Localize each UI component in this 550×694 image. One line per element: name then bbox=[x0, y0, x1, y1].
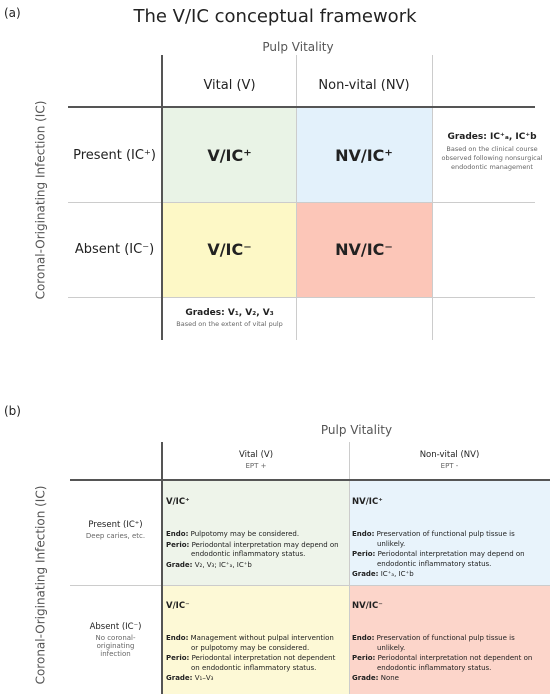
item-label: Perio: bbox=[166, 654, 190, 663]
column-header: Vital (V) bbox=[203, 77, 256, 93]
cell-title: NV/IC⁻ bbox=[352, 601, 383, 611]
cell-item: Grade: V₂, V₃; IC⁺ₐ, IC⁺b bbox=[166, 561, 343, 570]
cell-item: Grade: IC⁺ₐ, IC⁺b bbox=[352, 570, 544, 579]
note-title: Grades: V₁, V₂, V₃ bbox=[185, 308, 274, 318]
grid-line bbox=[432, 55, 433, 340]
column-header: Non-vital (NV) bbox=[318, 77, 410, 93]
cell-label: V/IC⁻ bbox=[207, 239, 252, 259]
axis-line bbox=[161, 55, 163, 340]
row-group-header: Coronal-Originating Infection (IC) bbox=[33, 485, 48, 685]
item-label: Endo: bbox=[352, 530, 375, 539]
cell: V/IC⁻ Endo: Management without pulpal int… bbox=[163, 589, 349, 689]
axis-line bbox=[70, 479, 550, 481]
item-label: Perio: bbox=[166, 540, 190, 549]
column-header: Non-vital (NV) EPT - bbox=[349, 450, 550, 470]
cell-item: Perio: Periodontal interpretation not de… bbox=[352, 654, 544, 673]
note-text: Based on the clinical course observed fo… bbox=[441, 145, 543, 172]
cell-item: Grade: V₁–V₃ bbox=[166, 674, 343, 683]
cell-item: Endo: Preservation of functional pulp ti… bbox=[352, 530, 544, 549]
cell-label: V/IC⁺ bbox=[207, 145, 252, 165]
item-label: Perio: bbox=[352, 654, 376, 663]
column-title: Non-vital (NV) bbox=[419, 450, 480, 460]
cell-item: Grade: None bbox=[352, 674, 544, 683]
cell-title: V/IC⁻ bbox=[166, 601, 190, 611]
cell-title: NV/IC⁺ bbox=[352, 497, 383, 507]
item-text: Periodontal interpretation not dependent… bbox=[377, 654, 533, 672]
column-title: Vital (V) bbox=[238, 450, 274, 460]
cell: NV/IC⁻ Endo: Preservation of functional p… bbox=[349, 589, 550, 689]
item-label: Perio: bbox=[352, 550, 376, 559]
item-text: V₁–V₃ bbox=[194, 674, 214, 683]
cell-bg bbox=[163, 481, 349, 585]
item-text: Pulpotomy may be considered. bbox=[190, 530, 300, 539]
grid-line bbox=[349, 442, 350, 694]
cell-item: Perio: Periodontal interpretation may de… bbox=[166, 541, 343, 560]
row-sub: No coronal-originating infection bbox=[95, 634, 136, 658]
item-text: Periodontal interpretation may depend on… bbox=[191, 540, 339, 559]
figure-title: The V/IC conceptual framework bbox=[133, 5, 417, 27]
item-text: Preservation of functional pulp tissue i… bbox=[376, 634, 515, 652]
row-group-header: Coronal-Originating Infection (IC) bbox=[33, 100, 48, 300]
cell-label: NV/IC⁻ bbox=[335, 239, 393, 259]
item-label: Endo: bbox=[166, 634, 189, 643]
cell-item: Endo: Management without pulpal interven… bbox=[166, 634, 343, 653]
item-text: IC⁺ₐ, IC⁺b bbox=[380, 570, 414, 579]
cell-item: Perio: Periodontal interpretation not de… bbox=[166, 654, 343, 673]
row-group-wrap: Coronal-Originating Infection (IC) bbox=[0, 101, 80, 300]
item-text: Preservation of functional pulp tissue i… bbox=[376, 530, 515, 548]
note-text: Based on the extent of vital pulp bbox=[176, 320, 283, 328]
cell: V/IC⁺ Endo: Pulpotomy may be considered. P… bbox=[163, 485, 349, 575]
grid-line bbox=[68, 202, 535, 203]
column-group-header: Pulp Vitality bbox=[262, 40, 334, 54]
panel-label: (a) bbox=[4, 6, 21, 20]
item-label: Grade: bbox=[352, 674, 379, 683]
column-header: Vital (V) EPT + bbox=[163, 450, 349, 470]
note-title: Grades: IC⁺ₐ, IC⁺b bbox=[447, 132, 537, 142]
cell-item: Perio: Periodontal interpretation may de… bbox=[352, 550, 544, 569]
cell-item: Endo: Preservation of functional pulp ti… bbox=[352, 634, 544, 653]
cell-bg bbox=[349, 585, 550, 694]
item-label: Endo: bbox=[352, 634, 375, 643]
row-title: Present (IC⁺) bbox=[88, 520, 143, 530]
cell-bg bbox=[349, 481, 550, 585]
row-title: Absent (IC⁻) bbox=[89, 622, 142, 632]
panel-label: (b) bbox=[4, 404, 21, 418]
cell-title: V/IC⁺ bbox=[166, 497, 190, 507]
grid-line bbox=[70, 585, 550, 586]
cell-bg bbox=[163, 585, 349, 694]
note: Grades: V₁, V₂, V₃ Based on the extent o… bbox=[163, 308, 296, 328]
item-label: Endo: bbox=[166, 530, 189, 539]
item-text: Management without pulpal intervention o… bbox=[190, 634, 334, 652]
grid-line bbox=[296, 55, 297, 340]
item-text: None bbox=[380, 674, 399, 683]
cell-bg bbox=[296, 108, 432, 202]
note: Grades: IC⁺ₐ, IC⁺b Based on the clinical… bbox=[434, 132, 550, 172]
cell-bg bbox=[163, 108, 296, 202]
cell-item: Endo: Pulpotomy may be considered. bbox=[166, 530, 343, 539]
row-group-wrap: Coronal-Originating Infection (IC) bbox=[0, 486, 80, 685]
item-text: V₂, V₃; IC⁺ₐ, IC⁺b bbox=[194, 560, 252, 569]
axis-line bbox=[68, 106, 535, 108]
column-sub: EPT + bbox=[245, 462, 267, 470]
item-text: Periodontal interpretation not dependent… bbox=[191, 654, 336, 672]
column-sub: EPT - bbox=[440, 462, 459, 470]
cell: NV/IC⁺ Endo: Preservation of functional p… bbox=[349, 485, 550, 585]
row-header: Present (IC⁺) bbox=[73, 147, 156, 163]
grid-line bbox=[68, 297, 535, 298]
row-header: Absent (IC⁻) No coronal-originating infe… bbox=[70, 622, 161, 658]
cell-bg bbox=[163, 202, 296, 297]
row-sub: Deep caries, etc. bbox=[85, 532, 146, 540]
item-label: Grade: bbox=[166, 674, 193, 683]
axis-line bbox=[161, 442, 163, 694]
cell-label: NV/IC⁺ bbox=[335, 145, 393, 165]
item-label: Grade: bbox=[352, 570, 379, 579]
item-label: Grade: bbox=[166, 560, 193, 569]
row-header: Absent (IC⁻) bbox=[74, 241, 155, 257]
cell-bg bbox=[296, 202, 432, 297]
column-group-header: Pulp Vitality bbox=[320, 423, 393, 437]
item-text: Periodontal interpretation may depend on… bbox=[377, 550, 525, 568]
row-header: Present (IC⁺) Deep caries, etc. bbox=[70, 520, 161, 540]
